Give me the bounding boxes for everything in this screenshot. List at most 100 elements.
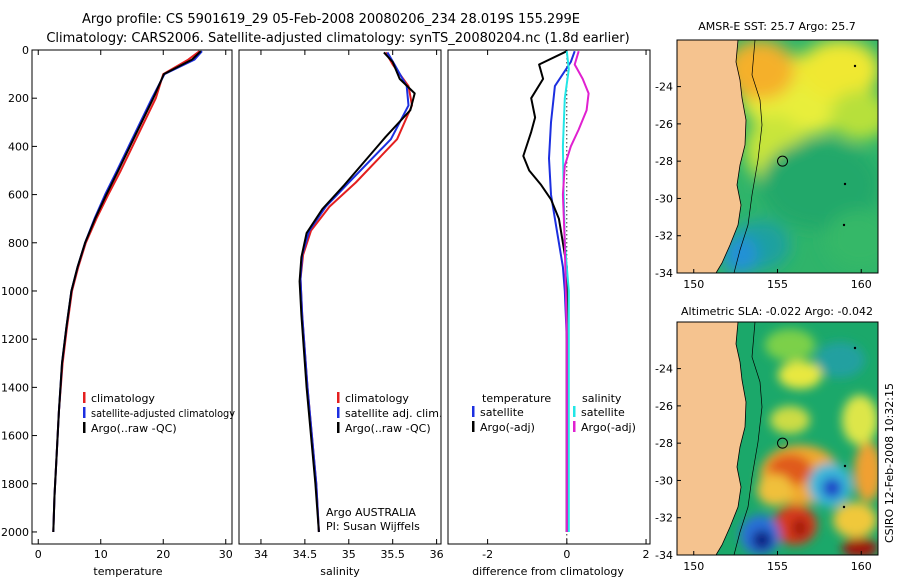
map-y-tick-label: -32 bbox=[655, 512, 673, 525]
series-line-argo-raw-qc- bbox=[52, 50, 202, 533]
legend-label-climatology: climatology bbox=[345, 392, 409, 405]
x-tick-label: 0 bbox=[35, 548, 42, 561]
y-tick-label: 0 bbox=[22, 44, 29, 57]
x-tick-label: 20 bbox=[156, 548, 170, 561]
sst-map: AMSR-E SST: 25.7 Argo: 25.7 150 1 bbox=[655, 20, 879, 291]
difference-axes-frame bbox=[447, 49, 651, 545]
x-tick-label: 36 bbox=[430, 548, 444, 561]
temperature-panel: 0 10 20 30 0 200 400 600 800 1000 1200 1400 1600 1800… bbox=[1, 44, 235, 578]
credit-timestamp: CSIRO 12-Feb-2008 10:32:15 bbox=[883, 383, 896, 543]
map-y-tick-label: -28 bbox=[655, 437, 673, 450]
map-x-tick-label: 160 bbox=[851, 278, 872, 291]
annotation-pi: PI: Susan Wijffels bbox=[326, 520, 420, 533]
x-tick-label: 0 bbox=[563, 548, 570, 561]
legend-label-argo: Argo(..raw -QC) bbox=[345, 422, 431, 435]
series-line-argo-raw-qc- bbox=[298, 51, 416, 533]
legend-swatch-argo bbox=[337, 422, 340, 433]
y-tick-label: 600 bbox=[8, 189, 29, 202]
x-tick-label: 2 bbox=[643, 548, 650, 561]
sst-map-field bbox=[677, 40, 878, 273]
y-tick-label: 1400 bbox=[1, 381, 29, 394]
sst-land bbox=[677, 40, 746, 273]
series-line-temperature-satellite bbox=[548, 50, 576, 532]
x-tick-label: -2 bbox=[482, 548, 493, 561]
series-line-climatology bbox=[299, 51, 413, 533]
map-x-tick-label: 150 bbox=[683, 560, 704, 573]
difference-panel: -2 0 2 difference from climatology tempera… bbox=[447, 49, 651, 578]
map-y-tick-label: -30 bbox=[655, 474, 673, 487]
figure-title-line2: Climatology: CARS2006. Satellite-adjuste… bbox=[46, 31, 629, 46]
legend-swatch-t-argo bbox=[472, 421, 475, 432]
y-tick-label: 1800 bbox=[1, 478, 29, 491]
sst-map-title: AMSR-E SST: 25.7 Argo: 25.7 bbox=[698, 20, 856, 33]
map-y-tick-label: -28 bbox=[655, 155, 673, 168]
sst-isobath bbox=[733, 40, 763, 273]
legend-label-satellite: satellite adj. clim. bbox=[345, 407, 442, 420]
difference-xlabel: difference from climatology bbox=[472, 565, 624, 578]
y-tick-label: 400 bbox=[8, 140, 29, 153]
difference-legend-salinity: salinity satellite Argo(-adj) bbox=[573, 392, 636, 434]
map-y-tick-label: -30 bbox=[655, 192, 673, 205]
salinity-legend: climatology satellite adj. clim. Argo(..… bbox=[337, 392, 442, 435]
legend-label-s-satellite: satellite bbox=[581, 406, 625, 419]
series-line-climatology bbox=[52, 50, 201, 533]
map-y-tick-label: -34 bbox=[655, 267, 673, 280]
map-y-tick-label: -24 bbox=[655, 81, 673, 94]
figure-title-line1: Argo profile: CS 5901619_29 05-Feb-2008 … bbox=[82, 12, 580, 27]
sla-map-field bbox=[677, 322, 878, 555]
legend-label-s-argo: Argo(-adj) bbox=[581, 421, 636, 434]
sst-coastline bbox=[715, 40, 747, 273]
x-tick-label: 34 bbox=[254, 548, 268, 561]
map-y-tick-label: -26 bbox=[655, 400, 673, 413]
x-tick-label: 30 bbox=[219, 548, 233, 561]
annotation-argo-australia: Argo AUSTRALIA bbox=[326, 506, 416, 519]
legend-label-t-argo: Argo(-adj) bbox=[480, 421, 535, 434]
y-tick-label: 1600 bbox=[1, 430, 29, 443]
y-tick-label: 1200 bbox=[1, 333, 29, 346]
difference-legend-temperature: temperature satellite Argo(-adj) bbox=[472, 392, 551, 434]
salinity-panel: 34 34.5 35 35.5 36 salinity climatology sate… bbox=[238, 49, 444, 578]
legend-label-climatology: climatology bbox=[91, 392, 155, 405]
legend-swatch-climatology bbox=[337, 392, 340, 403]
sla-coastline bbox=[715, 322, 747, 555]
legend-heading-temperature: temperature bbox=[482, 392, 551, 405]
sla-map: Altimetric SLA: -0.022 Argo: -0.042 bbox=[655, 305, 879, 573]
legend-swatch-argo bbox=[83, 422, 86, 433]
legend-swatch-s-argo bbox=[573, 421, 576, 432]
legend-label-t-satellite: satellite bbox=[480, 406, 524, 419]
sla-isobath bbox=[733, 322, 763, 555]
map-x-tick-label: 160 bbox=[851, 560, 872, 573]
temperature-axes-frame bbox=[31, 49, 233, 545]
legend-heading-salinity: salinity bbox=[582, 392, 622, 405]
legend-swatch-satellite bbox=[337, 407, 340, 418]
legend-swatch-satellite bbox=[83, 407, 86, 418]
map-x-tick-label: 155 bbox=[767, 560, 788, 573]
series-line-satellite-adj-clim- bbox=[299, 51, 410, 533]
series-line-temperature-argo-adj- bbox=[522, 50, 568, 532]
map-x-tick-label: 150 bbox=[683, 278, 704, 291]
x-tick-label: 10 bbox=[94, 548, 108, 561]
salinity-xlabel: salinity bbox=[320, 565, 360, 578]
sla-map-title: Altimetric SLA: -0.022 Argo: -0.042 bbox=[681, 305, 873, 318]
legend-label-argo: Argo(..raw -QC) bbox=[91, 422, 177, 435]
x-tick-label: 35 bbox=[342, 548, 356, 561]
y-tick-label: 1000 bbox=[1, 285, 29, 298]
legend-swatch-s-satellite bbox=[573, 406, 576, 417]
y-tick-label: 800 bbox=[8, 237, 29, 250]
map-y-tick-label: -24 bbox=[655, 363, 673, 376]
legend-swatch-climatology bbox=[83, 392, 86, 403]
x-tick-label: 34.5 bbox=[293, 548, 318, 561]
sla-argo-marker bbox=[777, 437, 789, 449]
series-line-satellite-adjusted-climatology bbox=[52, 50, 203, 533]
temperature-legend: climatology satellite-adjusted climatolo… bbox=[83, 392, 235, 435]
y-tick-label: 2000 bbox=[1, 526, 29, 539]
sst-argo-marker bbox=[777, 155, 789, 167]
salinity-axes-frame bbox=[238, 49, 442, 545]
y-tick-label: 200 bbox=[8, 92, 29, 105]
legend-swatch-t-satellite bbox=[472, 406, 475, 417]
map-y-tick-label: -34 bbox=[655, 549, 673, 562]
sla-land bbox=[677, 322, 746, 555]
map-y-tick-label: -32 bbox=[655, 230, 673, 243]
map-x-tick-label: 155 bbox=[767, 278, 788, 291]
x-tick-label: 35.5 bbox=[380, 548, 405, 561]
